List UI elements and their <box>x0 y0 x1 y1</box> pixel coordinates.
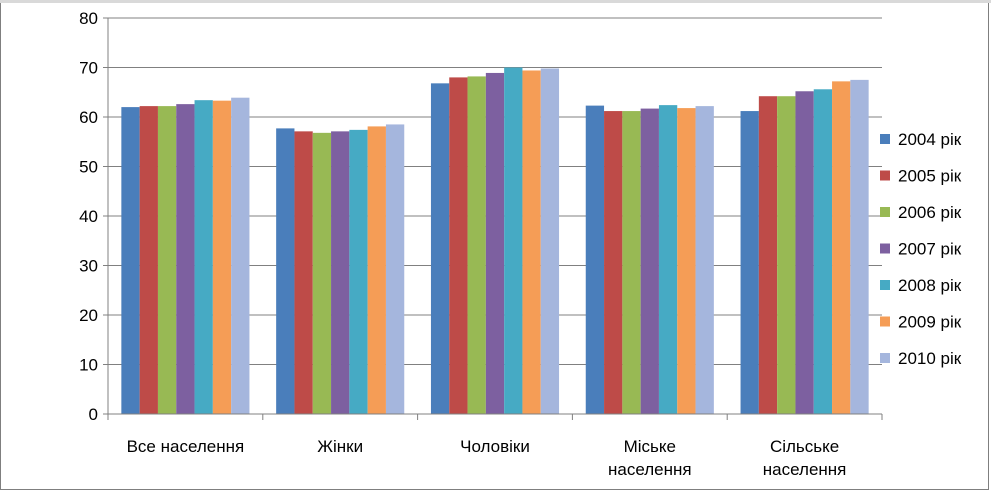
bar-2009-рік-4 <box>832 81 851 415</box>
legend-label: 2008 рік <box>898 276 962 295</box>
bar-2004-рік-0 <box>121 107 140 414</box>
legend-label: 2009 рік <box>898 313 962 332</box>
y-tick-label: 50 <box>79 158 98 177</box>
legend-label: 2004 рік <box>898 130 962 149</box>
y-tick-label: 10 <box>79 356 98 375</box>
x-category-label: Сільське <box>770 437 839 456</box>
x-category-label: населення <box>608 460 692 479</box>
bar-2007-рік-1 <box>331 131 350 415</box>
bar-2009-рік-1 <box>367 126 386 414</box>
bar-2007-рік-0 <box>176 104 195 414</box>
bar-2006-рік-0 <box>157 106 177 415</box>
y-tick-label: 20 <box>79 306 98 325</box>
bar-2004-рік-4 <box>740 111 759 414</box>
legend-swatch <box>880 280 890 290</box>
bar-2004-рік-1 <box>276 128 295 414</box>
x-axis: Все населення Жінки Чоловіки Міське населенн… <box>107 413 883 479</box>
x-category-label: Все населення <box>127 437 245 456</box>
y-tick-label: 60 <box>79 108 98 127</box>
bar-2007-рік-2 <box>485 72 505 414</box>
bar-2007-рік-3 <box>640 108 659 415</box>
bar-2005-рік-3 <box>604 111 623 414</box>
bar-2006-рік-2 <box>467 76 486 414</box>
legend-swatch <box>880 207 890 217</box>
bar-2008-рік-3 <box>658 105 678 415</box>
legend-swatch <box>880 353 890 363</box>
bar-2005-рік-2 <box>449 77 468 415</box>
legend-swatch <box>880 316 890 327</box>
bar-2010-рік-1 <box>385 124 405 415</box>
bar-2006-рік-4 <box>777 96 796 415</box>
y-tick-label: 80 <box>79 9 98 28</box>
bar-2008-рік-0 <box>194 100 213 415</box>
x-category-label: Жінки <box>317 437 363 456</box>
y-axis: 0 10 20 30 40 50 60 70 80 <box>79 9 109 424</box>
bar-2010-рік-2 <box>540 68 560 415</box>
y-tick-label: 70 <box>79 59 98 78</box>
bar-2008-рік-2 <box>504 67 523 414</box>
legend-label: 2005 рік <box>898 167 962 186</box>
legend: 2004 рік 2005 рік 2006 рік 2007 рік 2008 рік… <box>880 130 962 368</box>
legend-label: 2010 рік <box>898 349 962 368</box>
bar-2004-рік-3 <box>585 105 605 415</box>
bar-2005-рік-0 <box>139 106 158 415</box>
legend-swatch <box>880 134 890 144</box>
chart-frame-top-edge <box>0 0 991 3</box>
legend-swatch <box>880 243 890 254</box>
bar-2006-рік-1 <box>312 132 332 414</box>
legend-label: 2007 рік <box>898 240 962 259</box>
bar-2010-рік-4 <box>850 79 869 414</box>
y-tick-label: 30 <box>79 257 98 276</box>
bar-2008-рік-1 <box>349 129 368 414</box>
legend-label: 2006 рік <box>898 203 962 222</box>
bar-2009-рік-3 <box>677 108 696 414</box>
legend-swatch <box>880 170 890 181</box>
x-category-label: Міське <box>624 437 676 456</box>
bar-2009-рік-0 <box>212 100 232 414</box>
bar-2005-рік-1 <box>294 131 313 415</box>
x-category-label: Чоловіки <box>460 437 530 456</box>
bar-2007-рік-4 <box>795 91 814 414</box>
y-tick-label: 0 <box>89 405 98 424</box>
bar-2004-рік-2 <box>430 83 450 414</box>
bar-2005-рік-4 <box>758 96 778 415</box>
x-category-label: населення <box>763 460 847 479</box>
bar-2010-рік-0 <box>231 97 250 414</box>
bar-2008-рік-4 <box>813 89 833 414</box>
bar-2006-рік-3 <box>622 111 641 414</box>
bar-2009-рік-2 <box>522 70 541 414</box>
y-tick-label: 40 <box>79 207 98 226</box>
bars <box>121 67 869 415</box>
bar-2010-рік-3 <box>695 106 714 415</box>
